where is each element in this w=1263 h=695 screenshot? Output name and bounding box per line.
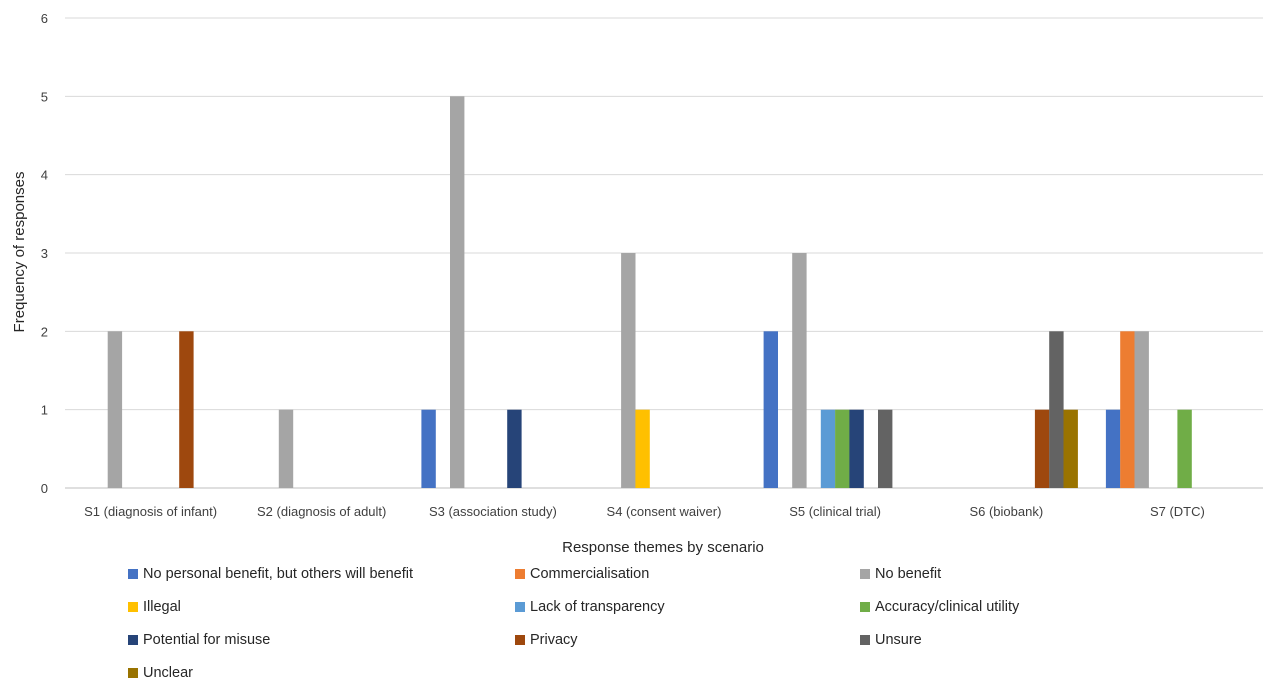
x-tick-label: S3 (association study)	[429, 504, 557, 519]
legend-item: Unsure	[860, 632, 922, 648]
legend-label: Accuracy/clinical utility	[875, 599, 1019, 615]
legend-label: Commercialisation	[530, 566, 649, 582]
x-tick-labels: S1 (diagnosis of infant) S2 (diagnosis of…	[84, 504, 1205, 519]
legend-item: Accuracy/clinical utility	[860, 599, 1019, 615]
legend-item: Commercialisation	[515, 566, 649, 582]
legend-item: Potential for misuse	[128, 632, 270, 648]
y-axis-title: Frequency of responses	[11, 172, 28, 333]
bar	[821, 410, 835, 488]
legend-item: Lack of transparency	[515, 599, 665, 615]
y-tick-label: 4	[41, 168, 48, 183]
gridlines	[65, 18, 1263, 488]
x-tick-label: S1 (diagnosis of infant)	[84, 504, 217, 519]
legend-label: Unsure	[875, 632, 922, 648]
legend-item: Privacy	[515, 632, 578, 648]
bars	[108, 96, 1192, 488]
bar	[1177, 410, 1191, 488]
legend-label: Potential for misuse	[143, 632, 270, 648]
legend-label: No personal benefit, but others will ben…	[143, 566, 413, 582]
bar	[764, 331, 778, 488]
y-tick-label: 1	[41, 403, 48, 418]
legend-label: Privacy	[530, 632, 578, 648]
legend-label: Unclear	[143, 665, 193, 681]
legend-swatch	[515, 602, 525, 612]
legend-swatch	[860, 602, 870, 612]
bar	[421, 410, 435, 488]
bar	[1135, 331, 1149, 488]
x-tick-label: S7 (DTC)	[1150, 504, 1205, 519]
bar	[507, 410, 521, 488]
bar	[792, 253, 806, 488]
legend-label: Lack of transparency	[530, 599, 665, 615]
legend-swatch	[128, 668, 138, 678]
bar	[1064, 410, 1078, 488]
bar	[450, 96, 464, 488]
y-tick-label: 5	[41, 89, 48, 104]
x-tick-label: S4 (consent waiver)	[607, 504, 722, 519]
chart: 0 1 2 3 4 5 6 S1 (diagnosis of infant) S2 (diag…	[0, 0, 1263, 560]
bar	[849, 410, 863, 488]
legend-item: No benefit	[860, 566, 941, 582]
bar	[1035, 410, 1049, 488]
legend-swatch	[128, 602, 138, 612]
legend-swatch	[128, 635, 138, 645]
x-tick-label: S2 (diagnosis of adult)	[257, 504, 386, 519]
x-tick-label: S6 (biobank)	[969, 504, 1043, 519]
legend-swatch	[860, 635, 870, 645]
legend-swatch	[515, 569, 525, 579]
legend-swatch	[515, 635, 525, 645]
y-tick-label: 3	[41, 246, 48, 261]
x-axis-title: Response themes by scenario	[562, 539, 764, 556]
bar	[279, 410, 293, 488]
legend-item: No personal benefit, but others will ben…	[128, 566, 413, 582]
bar	[1106, 410, 1120, 488]
y-tick-labels: 0 1 2 3 4 5 6	[41, 11, 48, 496]
y-tick-label: 2	[41, 324, 48, 339]
legend-item: Unclear	[128, 665, 193, 681]
legend-label: Illegal	[143, 599, 181, 615]
legend-swatch	[128, 569, 138, 579]
legend-label: No benefit	[875, 566, 941, 582]
bar	[621, 253, 635, 488]
bar	[108, 331, 122, 488]
y-tick-label: 0	[41, 481, 48, 496]
bar	[1049, 331, 1063, 488]
bar	[835, 410, 849, 488]
x-tick-label: S5 (clinical trial)	[789, 504, 881, 519]
legend-item: Illegal	[128, 599, 181, 615]
legend-swatch	[860, 569, 870, 579]
bar	[878, 410, 892, 488]
bar	[1120, 331, 1134, 488]
bar	[635, 410, 649, 488]
y-tick-label: 6	[41, 11, 48, 26]
bar	[179, 331, 193, 488]
